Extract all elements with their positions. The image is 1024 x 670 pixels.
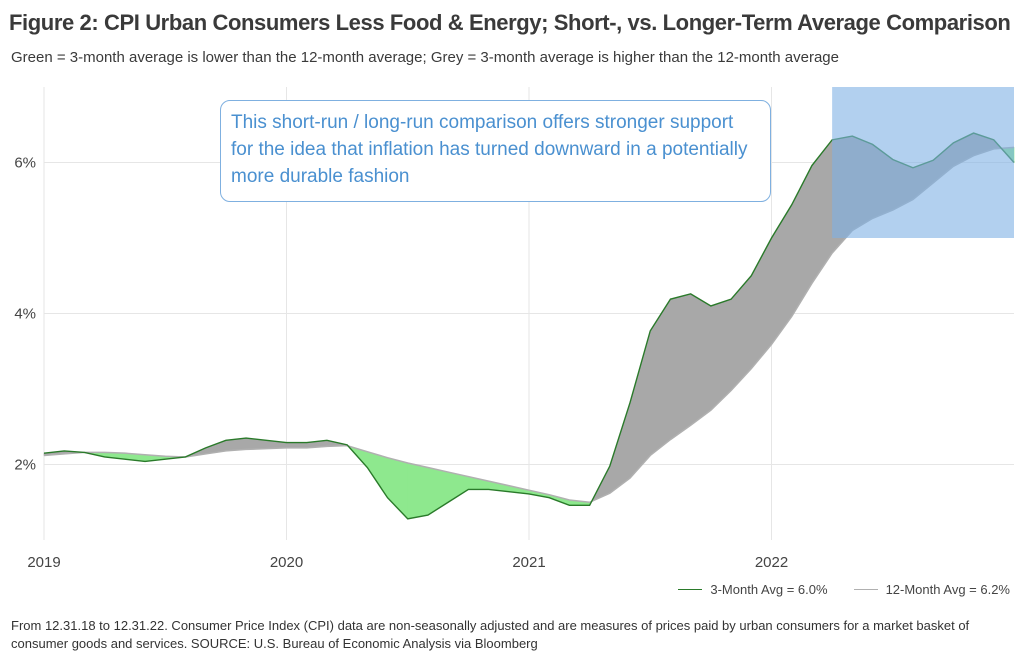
legend-swatch-3-month [678, 588, 703, 590]
gap-fill-higher-12-0 [286, 442, 308, 449]
gap-fill-higher-32-0 [690, 293, 712, 426]
legend-item-3-month: 3-Month Avg = 6.0% [678, 581, 828, 597]
legend-label-3-month: 3-Month Avg = 6.0% [710, 581, 828, 597]
chart-title: Figure 2: CPI Urban Consumers Less Food … [9, 10, 1011, 35]
x-tick-label-2020: 2020 [270, 554, 303, 571]
gap-fill-lower-18-0 [407, 462, 429, 520]
legend-swatch-12-month [853, 588, 878, 590]
annotation-callout: This short-run / long-run comparison off… [220, 100, 771, 202]
x-tick-label-2022: 2022 [755, 554, 788, 571]
source-footnote: From 12.31.18 to 12.31.22. Consumer Pric… [11, 618, 970, 651]
gap-fill-higher-31-0 [670, 293, 691, 441]
gap-fill-higher-34-0 [730, 274, 752, 392]
chart-subtitle: Green = 3-month average is lower than th… [11, 49, 839, 66]
gap-fill-lower-16-0 [367, 451, 388, 499]
legend-item-12-month: 12-Month Avg = 6.2% [853, 581, 1010, 597]
gap-fill-higher-30-0 [649, 298, 671, 457]
legend-label-12-month: 12-Month Avg = 6.2% [885, 581, 1010, 597]
y-tick-label-2pct: 2% [14, 457, 36, 474]
x-tick-label-2019: 2019 [27, 554, 60, 571]
gap-fill-higher-36-0 [771, 203, 793, 346]
highlight-region [832, 87, 1014, 238]
gap-fill-higher-37-0 [791, 165, 813, 318]
gap-fill-higher-29-0 [629, 330, 651, 479]
y-tick-label-4pct: 4% [14, 306, 36, 323]
chart-legend: 3-Month Avg = 6.0% 12-Month Avg = 6.2% [652, 580, 1010, 598]
gap-fill-lower-17-0 [387, 457, 409, 520]
y-tick-label-6pct: 6% [14, 155, 36, 172]
x-tick-label-2021: 2021 [512, 554, 545, 571]
